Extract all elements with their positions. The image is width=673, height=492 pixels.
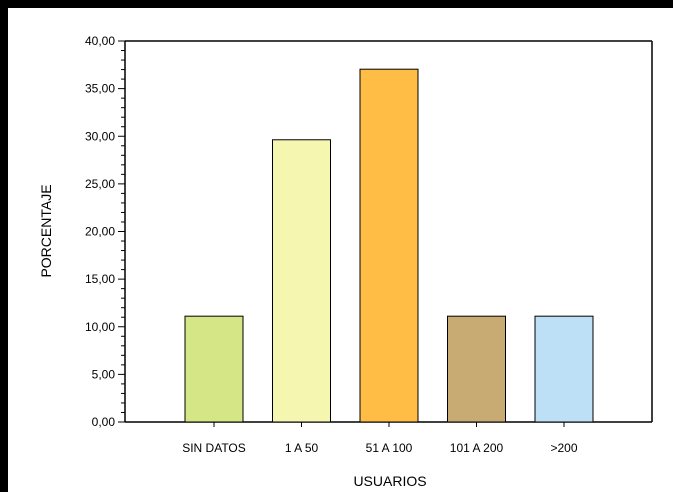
y-tick-label: 15,00: [85, 272, 115, 286]
bars-group: [184, 68, 594, 423]
x-tick-label: >200: [550, 441, 577, 455]
x-axis-tick-labels: SIN DATOS 1 A 50 51 A 100 101 A 200 >200: [182, 422, 578, 455]
y-tick-label: 30,00: [85, 129, 115, 143]
bar: [534, 315, 594, 423]
y-tick-label: 35,00: [85, 82, 115, 96]
bar: [359, 68, 419, 423]
x-tick-label: 101 A 200: [450, 441, 504, 455]
bar: [272, 139, 331, 423]
x-tick-label: SIN DATOS: [182, 441, 246, 455]
x-tick-label: 51 A 100: [366, 441, 413, 455]
bar: [184, 315, 244, 423]
y-tick-label: 5,00: [92, 367, 116, 381]
y-tick-label: 10,00: [85, 320, 115, 334]
y-axis-ticks: 0,00 5,00 10,00 15,00 20,00 25,00 30,00 35,00 40…: [85, 34, 125, 429]
bar: [447, 315, 506, 423]
y-axis-title: PORCENTAJE: [38, 184, 54, 277]
y-tick-label: 0,00: [92, 415, 116, 429]
y-tick-label: 40,00: [85, 34, 115, 48]
y-tick-label: 20,00: [85, 225, 115, 239]
x-tick-label: 1 A 50: [285, 441, 319, 455]
y-tick-label: 25,00: [85, 177, 115, 191]
x-axis-title: USUARIOS: [353, 473, 426, 489]
